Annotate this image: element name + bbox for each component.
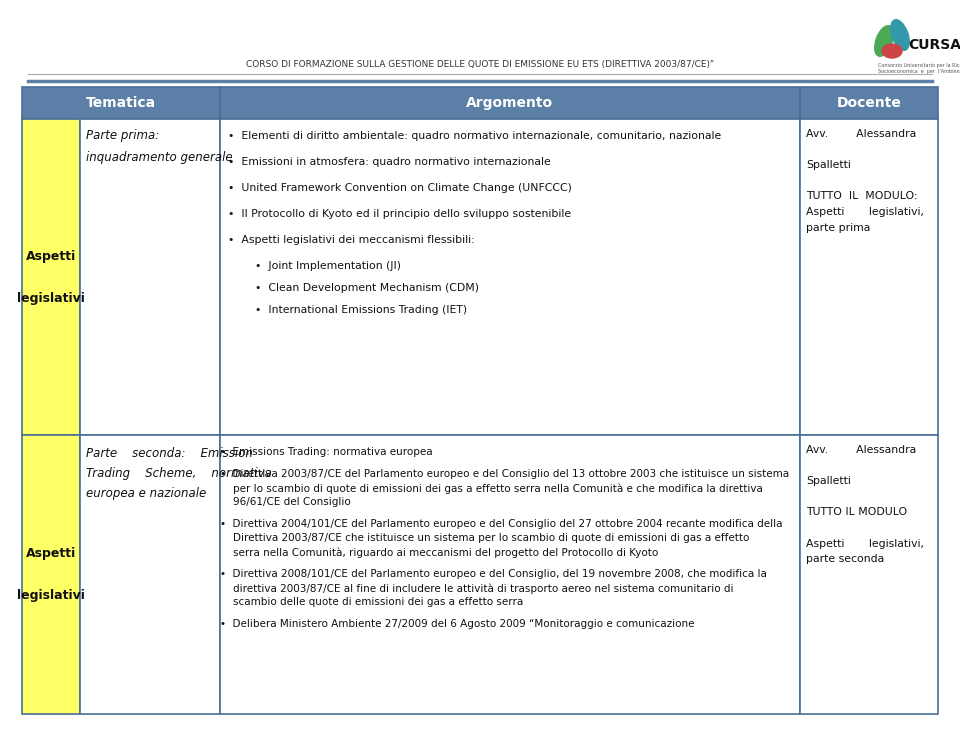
Text: Avv.        Alessandra

Spalletti

TUTTO  IL  MODULO:
Aspetti       legislativi,: Avv. Alessandra Spalletti TUTTO IL MODUL… [806, 129, 924, 233]
Bar [800, 87, 938, 119]
Text: Direttiva 2003/87/CE che istituisce un sistema per lo scambio di quote di emissi: Direttiva 2003/87/CE che istituisce un s… [233, 533, 750, 543]
Text: Avv.        Alessandra

Spalletti

TUTTO IL MODULO

Aspetti       legislativi,
p: Avv. Alessandra Spalletti TUTTO IL MODUL… [806, 445, 924, 564]
Bar [800, 119, 938, 435]
Text: Aspetti

legislativi: Aspetti legislativi [17, 547, 84, 602]
Ellipse shape [385, 162, 635, 392]
Text: per lo scambio di quote di emissioni dei gas a effetto serra nella Comunità e ch: per lo scambio di quote di emissioni dei… [233, 483, 763, 494]
Text: Docente: Docente [836, 96, 901, 110]
Bar [80, 119, 220, 435]
Text: scambio delle quote di emissioni dei gas a effetto serra: scambio delle quote di emissioni dei gas… [233, 597, 523, 607]
Text: CORSO DI FORMAZIONE SULLA GESTIONE DELLE QUOTE DI EMISSIONE EU ETS (DIRETTIVA 20: CORSO DI FORMAZIONE SULLA GESTIONE DELLE… [246, 60, 714, 69]
Bar [22, 435, 80, 714]
Text: •  Direttiva 2008/101/CE del Parlamento europeo e del Consiglio, del 19 novembre: • Direttiva 2008/101/CE del Parlamento e… [220, 569, 767, 579]
Text: Tematica: Tematica [86, 96, 156, 110]
Text: CURSA: CURSA [908, 38, 960, 52]
Bar [800, 435, 938, 714]
Bar [80, 435, 220, 714]
Text: •  Emissioni in atmosfera: quadro normativo internazionale: • Emissioni in atmosfera: quadro normati… [228, 157, 551, 167]
Text: direttiva 2003/87/CE al fine di includere le attività di trasporto aereo nel sis: direttiva 2003/87/CE al fine di includer… [233, 583, 733, 593]
Text: •  Il Protocollo di Kyoto ed il principio dello sviluppo sostenibile: • Il Protocollo di Kyoto ed il principio… [228, 209, 571, 219]
Ellipse shape [882, 44, 902, 58]
Text: •  Aspetti legislativi dei meccanismi flessibili:: • Aspetti legislativi dei meccanismi fle… [228, 235, 475, 245]
Text: serra nella Comunità, riguardo ai meccanismi del progetto del Protocollo di Kyot: serra nella Comunità, riguardo ai meccan… [233, 547, 659, 558]
Bar [22, 87, 220, 119]
Bar [220, 87, 800, 119]
Ellipse shape [875, 26, 894, 56]
Bar [220, 435, 800, 714]
Bar [22, 119, 80, 435]
Text: Parte    seconda:    Emission: Parte seconda: Emission [86, 447, 252, 460]
Text: •  International Emissions Trading (IET): • International Emissions Trading (IET) [248, 305, 468, 315]
Text: inquadramento generale: inquadramento generale [86, 151, 232, 164]
Ellipse shape [891, 20, 909, 50]
Text: Aspetti

legislativi: Aspetti legislativi [17, 249, 84, 305]
Text: •  Clean Development Mechanism (CDM): • Clean Development Mechanism (CDM) [248, 283, 479, 293]
Text: Argomento: Argomento [467, 96, 554, 110]
Text: 96/61/CE del Consiglio: 96/61/CE del Consiglio [233, 497, 350, 507]
Text: •  Joint Implementation (JI): • Joint Implementation (JI) [248, 261, 401, 271]
Text: Consorzio Universitario per la Ricerca: Consorzio Universitario per la Ricerca [878, 63, 960, 68]
Text: •  Delibera Ministero Ambiente 27/2009 del 6 Agosto 2009 “Monitoraggio e comunic: • Delibera Ministero Ambiente 27/2009 de… [220, 619, 694, 629]
Text: •  Emissions Trading: normativa europea: • Emissions Trading: normativa europea [220, 447, 433, 457]
Bar [220, 119, 800, 435]
Text: •  Direttiva 2004/101/CE del Parlamento europeo e del Consiglio del 27 ottobre 2: • Direttiva 2004/101/CE del Parlamento e… [220, 519, 782, 529]
Text: •  Elementi di diritto ambientale: quadro normativo internazionale, comunitario,: • Elementi di diritto ambientale: quadro… [228, 131, 721, 141]
Text: Socioeconomica  e  per  l'Ambiente: Socioeconomica e per l'Ambiente [878, 69, 960, 74]
Text: Parte prima:: Parte prima: [86, 129, 159, 142]
Text: Trading    Scheme,    normativa: Trading Scheme, normativa [86, 467, 272, 480]
Text: europea e nazionale: europea e nazionale [86, 487, 206, 500]
Text: •  United Framework Convention on Climate Change (UNFCCC): • United Framework Convention on Climate… [228, 183, 572, 193]
Ellipse shape [385, 475, 635, 674]
Text: •  Direttiva 2003/87/CE del Parlamento europeo e del Consiglio del 13 ottobre 20: • Direttiva 2003/87/CE del Parlamento eu… [220, 469, 789, 479]
